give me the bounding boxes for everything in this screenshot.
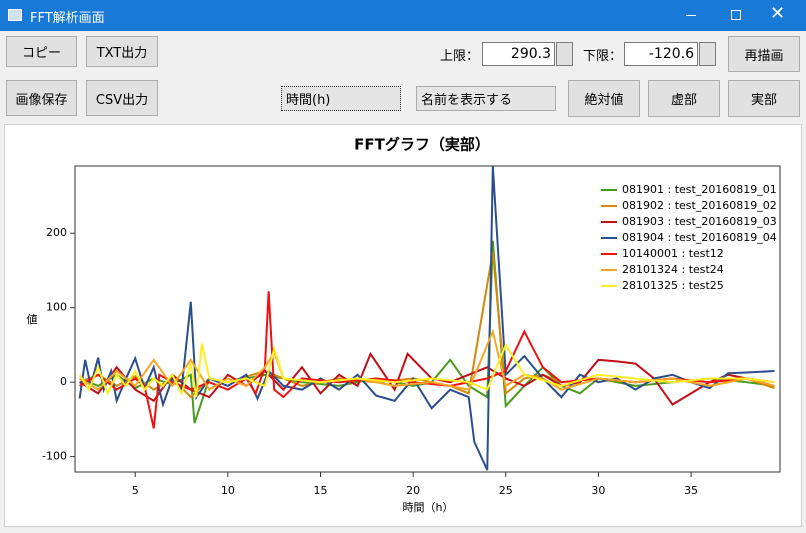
x-axis-label: 時間（h）	[403, 501, 454, 514]
y-tick-label: -100	[42, 450, 67, 463]
window-title: FFT解析画面	[30, 11, 105, 26]
legend-label: 28101324 : test24	[622, 263, 724, 276]
y-tick-label: 100	[46, 301, 67, 314]
x-tick-label: 35	[684, 484, 698, 497]
series-line	[79, 291, 775, 429]
chart-title: FFTグラフ（実部）	[354, 136, 490, 154]
copy-button[interactable]: コピー	[6, 36, 77, 67]
upper-spinner[interactable]	[556, 42, 573, 66]
lower-spinner[interactable]	[699, 42, 716, 66]
app-icon	[8, 9, 22, 21]
x-tick-label: 20	[406, 484, 420, 497]
lower-label: 下限：	[583, 48, 623, 64]
x-tick-label: 10	[221, 484, 235, 497]
x-tick-label: 15	[313, 484, 327, 497]
csv-button[interactable]: CSV出力	[86, 80, 158, 116]
title-bar: FFT解析画面 ✕	[0, 0, 806, 31]
txt-button[interactable]: TXT出力	[86, 36, 158, 67]
legend-label: 10140001 : test12	[622, 247, 724, 260]
name-select[interactable]: 名前を表示する	[416, 86, 556, 111]
series-line	[79, 351, 775, 406]
upper-label: 上限：	[440, 48, 480, 64]
imag-button[interactable]: 虚部	[648, 80, 720, 117]
lower-input[interactable]: -120.6	[624, 42, 698, 66]
minimize-button[interactable]	[686, 15, 696, 16]
x-tick-label: 30	[591, 484, 605, 497]
chart-panel	[4, 124, 802, 527]
series-line	[78, 342, 775, 398]
real-button[interactable]: 実部	[728, 80, 800, 117]
plot-frame	[74, 165, 781, 473]
save-image-button[interactable]: 画像保存	[6, 80, 77, 116]
close-button[interactable]: ✕	[770, 3, 786, 24]
abs-button[interactable]: 絶対値	[568, 80, 640, 117]
maximize-button[interactable]	[731, 10, 741, 20]
y-tick-label: 200	[46, 226, 67, 239]
redraw-button[interactable]: 再描画	[728, 36, 800, 72]
legend-label: 081901 : test_20160819_01	[622, 183, 777, 196]
x-axis-select[interactable]: 時間(h)	[281, 86, 401, 111]
legend-label: 28101325 : test25	[622, 279, 724, 292]
y-tick-label: 0	[60, 375, 67, 388]
x-tick-label: 25	[499, 484, 513, 497]
x-tick-label: 5	[132, 484, 139, 497]
upper-input[interactable]: 290.3	[482, 42, 555, 66]
legend-label: 081903 : test_20160819_03	[622, 215, 777, 228]
legend-label: 081904 : test_20160819_04	[622, 231, 777, 244]
y-axis-label: 値	[27, 313, 38, 326]
legend-label: 081902 : test_20160819_02	[622, 199, 777, 212]
